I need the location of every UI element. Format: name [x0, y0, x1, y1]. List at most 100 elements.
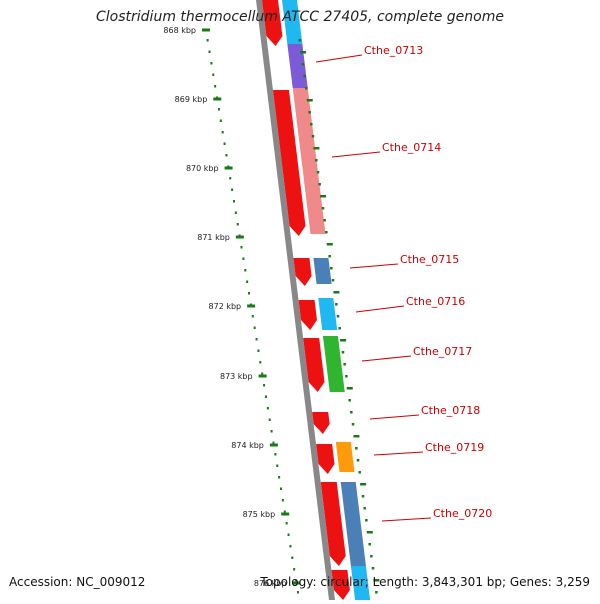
- cds-arrow: [331, 570, 350, 600]
- outer-dot: [333, 291, 340, 294]
- outer-dot: [318, 183, 321, 186]
- gene-label: Cthe_0713: [364, 44, 423, 57]
- ruler-dot: [293, 568, 296, 571]
- accession-text: Accession: NC_009012: [9, 575, 146, 589]
- backbone-stroke: [256, 0, 335, 600]
- ruler-dot: [253, 326, 256, 329]
- ruler-dot: [208, 50, 211, 53]
- ruler-dot: [295, 579, 298, 582]
- outer-dot: [326, 243, 333, 246]
- ruler-dot: [232, 200, 235, 203]
- outer-dot: [335, 303, 338, 306]
- ruler-dot: [217, 108, 220, 111]
- outer-dot: [298, 39, 301, 42]
- outer-dot: [355, 447, 358, 450]
- ruler-tick: [281, 512, 290, 516]
- gene-bar: [335, 442, 355, 472]
- ruler-tick: [213, 97, 222, 101]
- outer-dot: [328, 255, 331, 258]
- backbone-line: [256, 0, 335, 600]
- outer-dot: [306, 99, 313, 102]
- gene-leader-line: [369, 414, 420, 420]
- ruler-dot: [283, 510, 286, 513]
- ruler-dot: [280, 487, 283, 490]
- cds-arrow: [316, 444, 335, 474]
- ruler-dot: [210, 62, 213, 65]
- ruler-dot: [255, 338, 258, 341]
- outer-dot: [341, 351, 345, 354]
- ruler-dot: [276, 464, 279, 467]
- ruler-label: 875 kbp: [243, 510, 276, 519]
- outer-dot: [336, 315, 340, 318]
- outer-dot: [370, 555, 373, 558]
- ruler-dot: [246, 280, 249, 283]
- ruler-dots: [206, 39, 299, 594]
- ruler-label: 871 kbp: [197, 233, 230, 242]
- ruler-dot: [261, 372, 264, 375]
- gene-bar: [318, 298, 338, 330]
- outer-dot: [358, 471, 361, 474]
- gene-label: Cthe_0716: [406, 295, 465, 308]
- outer-dot: [368, 543, 371, 546]
- cds-track: [262, 0, 350, 600]
- cds-arrow: [320, 482, 346, 566]
- gene-leader-line: [373, 451, 424, 456]
- outer-dot: [331, 279, 335, 282]
- topology-text: Topology: circular; Length: 3,843,301 bp…: [260, 575, 590, 589]
- outer-dot: [348, 399, 351, 402]
- gene-leader-line: [349, 263, 399, 269]
- ruler-dot: [242, 257, 245, 260]
- ruler-tick: [235, 235, 244, 239]
- gene-label: Cthe_0714: [382, 141, 441, 154]
- outer-dot: [338, 327, 341, 330]
- outer-dot: [315, 159, 318, 162]
- ruler-dot: [268, 418, 271, 421]
- ruler-label: 876 kbp: [254, 579, 287, 588]
- ruler-dot: [240, 246, 243, 249]
- ruler-dot: [234, 211, 237, 214]
- gene-bar: [322, 336, 345, 392]
- ruler-dot: [251, 315, 254, 318]
- outer-dot: [371, 567, 375, 570]
- ruler-label: 870 kbp: [186, 164, 219, 173]
- ruler-dot: [229, 177, 232, 180]
- ruler-dot: [219, 119, 222, 122]
- outer-dot: [301, 63, 305, 66]
- outer-dot: [340, 339, 347, 342]
- ruler-dot: [289, 545, 292, 548]
- ruler-tick: [269, 443, 278, 447]
- outer-dot: [325, 231, 328, 234]
- ruler-dot: [248, 292, 251, 295]
- ruler-tick: [247, 304, 256, 308]
- outer-dot: [366, 531, 373, 534]
- outer-dots: [298, 39, 380, 594]
- gene-leader-line: [355, 305, 405, 313]
- gene-label: Cthe_0715: [400, 253, 459, 266]
- gene-leader-line: [381, 517, 432, 522]
- gene-track: [282, 0, 371, 600]
- ruler-ticks: [202, 28, 301, 585]
- outer-dot: [360, 483, 367, 486]
- ruler-dot: [244, 269, 247, 272]
- outer-dot: [330, 267, 333, 270]
- map-title: Clostridium thermocellum ATCC 27405, com…: [96, 9, 504, 25]
- outer-dot: [311, 135, 315, 138]
- gene-label: Cthe_0718: [421, 404, 480, 417]
- ruler-tick: [202, 28, 210, 32]
- ruler-dot: [214, 85, 217, 88]
- outer-dot: [363, 507, 366, 510]
- gene-label: Cthe_0720: [433, 507, 492, 520]
- gene-bar: [340, 482, 366, 566]
- gene-label: Cthe_0719: [425, 441, 484, 454]
- cds-arrow: [262, 0, 283, 46]
- outer-dot: [346, 387, 353, 390]
- outer-dot: [373, 579, 380, 582]
- ruler-dot: [287, 533, 290, 536]
- outer-dot: [320, 195, 327, 198]
- ruler-label: 869 kbp: [175, 95, 208, 104]
- outer-dot: [308, 111, 311, 114]
- ruler-dot: [221, 131, 224, 134]
- gene-labels: Cthe_0713 Cthe_0714 Cthe_0715 Cthe_0716 Cthe…: [315, 44, 492, 522]
- gene-label: Cthe_0717: [413, 345, 472, 358]
